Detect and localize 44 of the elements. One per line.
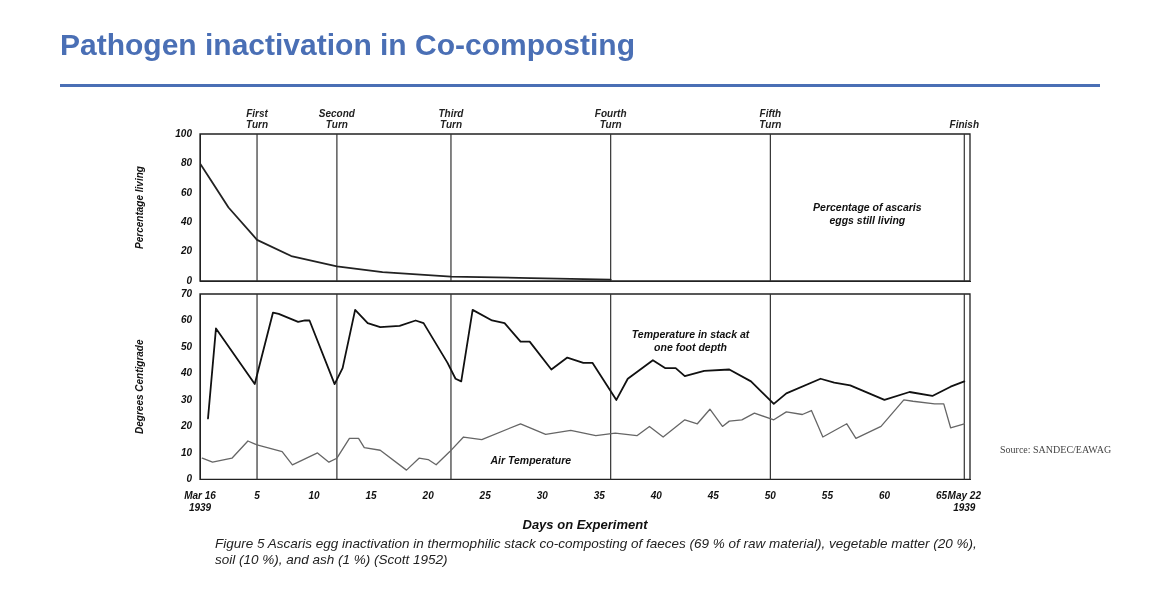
ref-line-label: First Turn	[246, 107, 269, 130]
y-tick-label: 100	[175, 127, 193, 139]
x-tick-label: 35	[593, 490, 606, 502]
x-axis-title: Days on Experiment	[522, 516, 649, 532]
x-tick-label: May 22 1939	[947, 490, 982, 514]
y-tick-label: 50	[180, 340, 193, 352]
source-note: Source: SANDEC/EAWAG	[1000, 444, 1112, 455]
y-tick-label: 70	[180, 287, 193, 299]
x-tick-label: 55	[821, 490, 834, 502]
ref-line-label: Fifth Turn	[759, 107, 782, 130]
x-tick-label: 65	[935, 490, 948, 502]
y-tick-label: 30	[180, 393, 193, 405]
x-tick-label: 45	[706, 490, 720, 502]
y-tick-label: 60	[180, 314, 193, 326]
y-tick-label: 40	[179, 367, 193, 379]
series-label: Temperature in stack at one foot depth	[631, 328, 750, 354]
y-tick-label: 60	[180, 186, 193, 198]
x-tick-label: Mar 16 1939	[184, 490, 217, 514]
x-tick-label: 5	[254, 490, 261, 502]
y-axis-title: Degrees Centigrade	[133, 339, 145, 434]
y-tick-label: 20	[179, 420, 193, 432]
x-tick-label: 30	[536, 490, 549, 502]
y-tick-label: 0	[186, 274, 193, 286]
y-tick-label: 10	[180, 446, 193, 458]
x-tick-label: 50	[764, 490, 777, 502]
ref-line-label: Second Turn	[318, 107, 356, 130]
ref-line-label: Fourth Turn	[594, 107, 627, 130]
x-tick-label: 10	[308, 490, 321, 502]
y-axis-title: Percentage living	[133, 166, 145, 249]
x-tick-label: 60	[878, 490, 891, 502]
y-tick-label: 80	[180, 157, 193, 169]
x-tick-label: 20	[421, 490, 435, 502]
y-tick-label: 20	[179, 245, 193, 257]
series-label: Air Temperature	[489, 453, 572, 466]
caption: Figure 5 Ascaris egg inactivation in thermophilic stack co-composting of faeces (69 % of raw material), vegetable matter (20 %), soil (10 %), and ash (1 %) (Scott 1952)	[215, 536, 978, 568]
chart-title: Pathogen inactivation in Co-composting	[60, 28, 636, 62]
ref-line-label: Finish	[949, 118, 980, 130]
y-tick-label: 0	[186, 473, 193, 485]
text: Percentage of ascaris eggs still living	[813, 201, 922, 227]
x-tick-label: 40	[649, 490, 663, 502]
x-tick-label: 15	[365, 490, 378, 502]
y-tick-label: 40	[179, 215, 193, 227]
x-tick-label: 25	[478, 490, 492, 502]
ref-line-label: Third Turn	[438, 107, 465, 130]
